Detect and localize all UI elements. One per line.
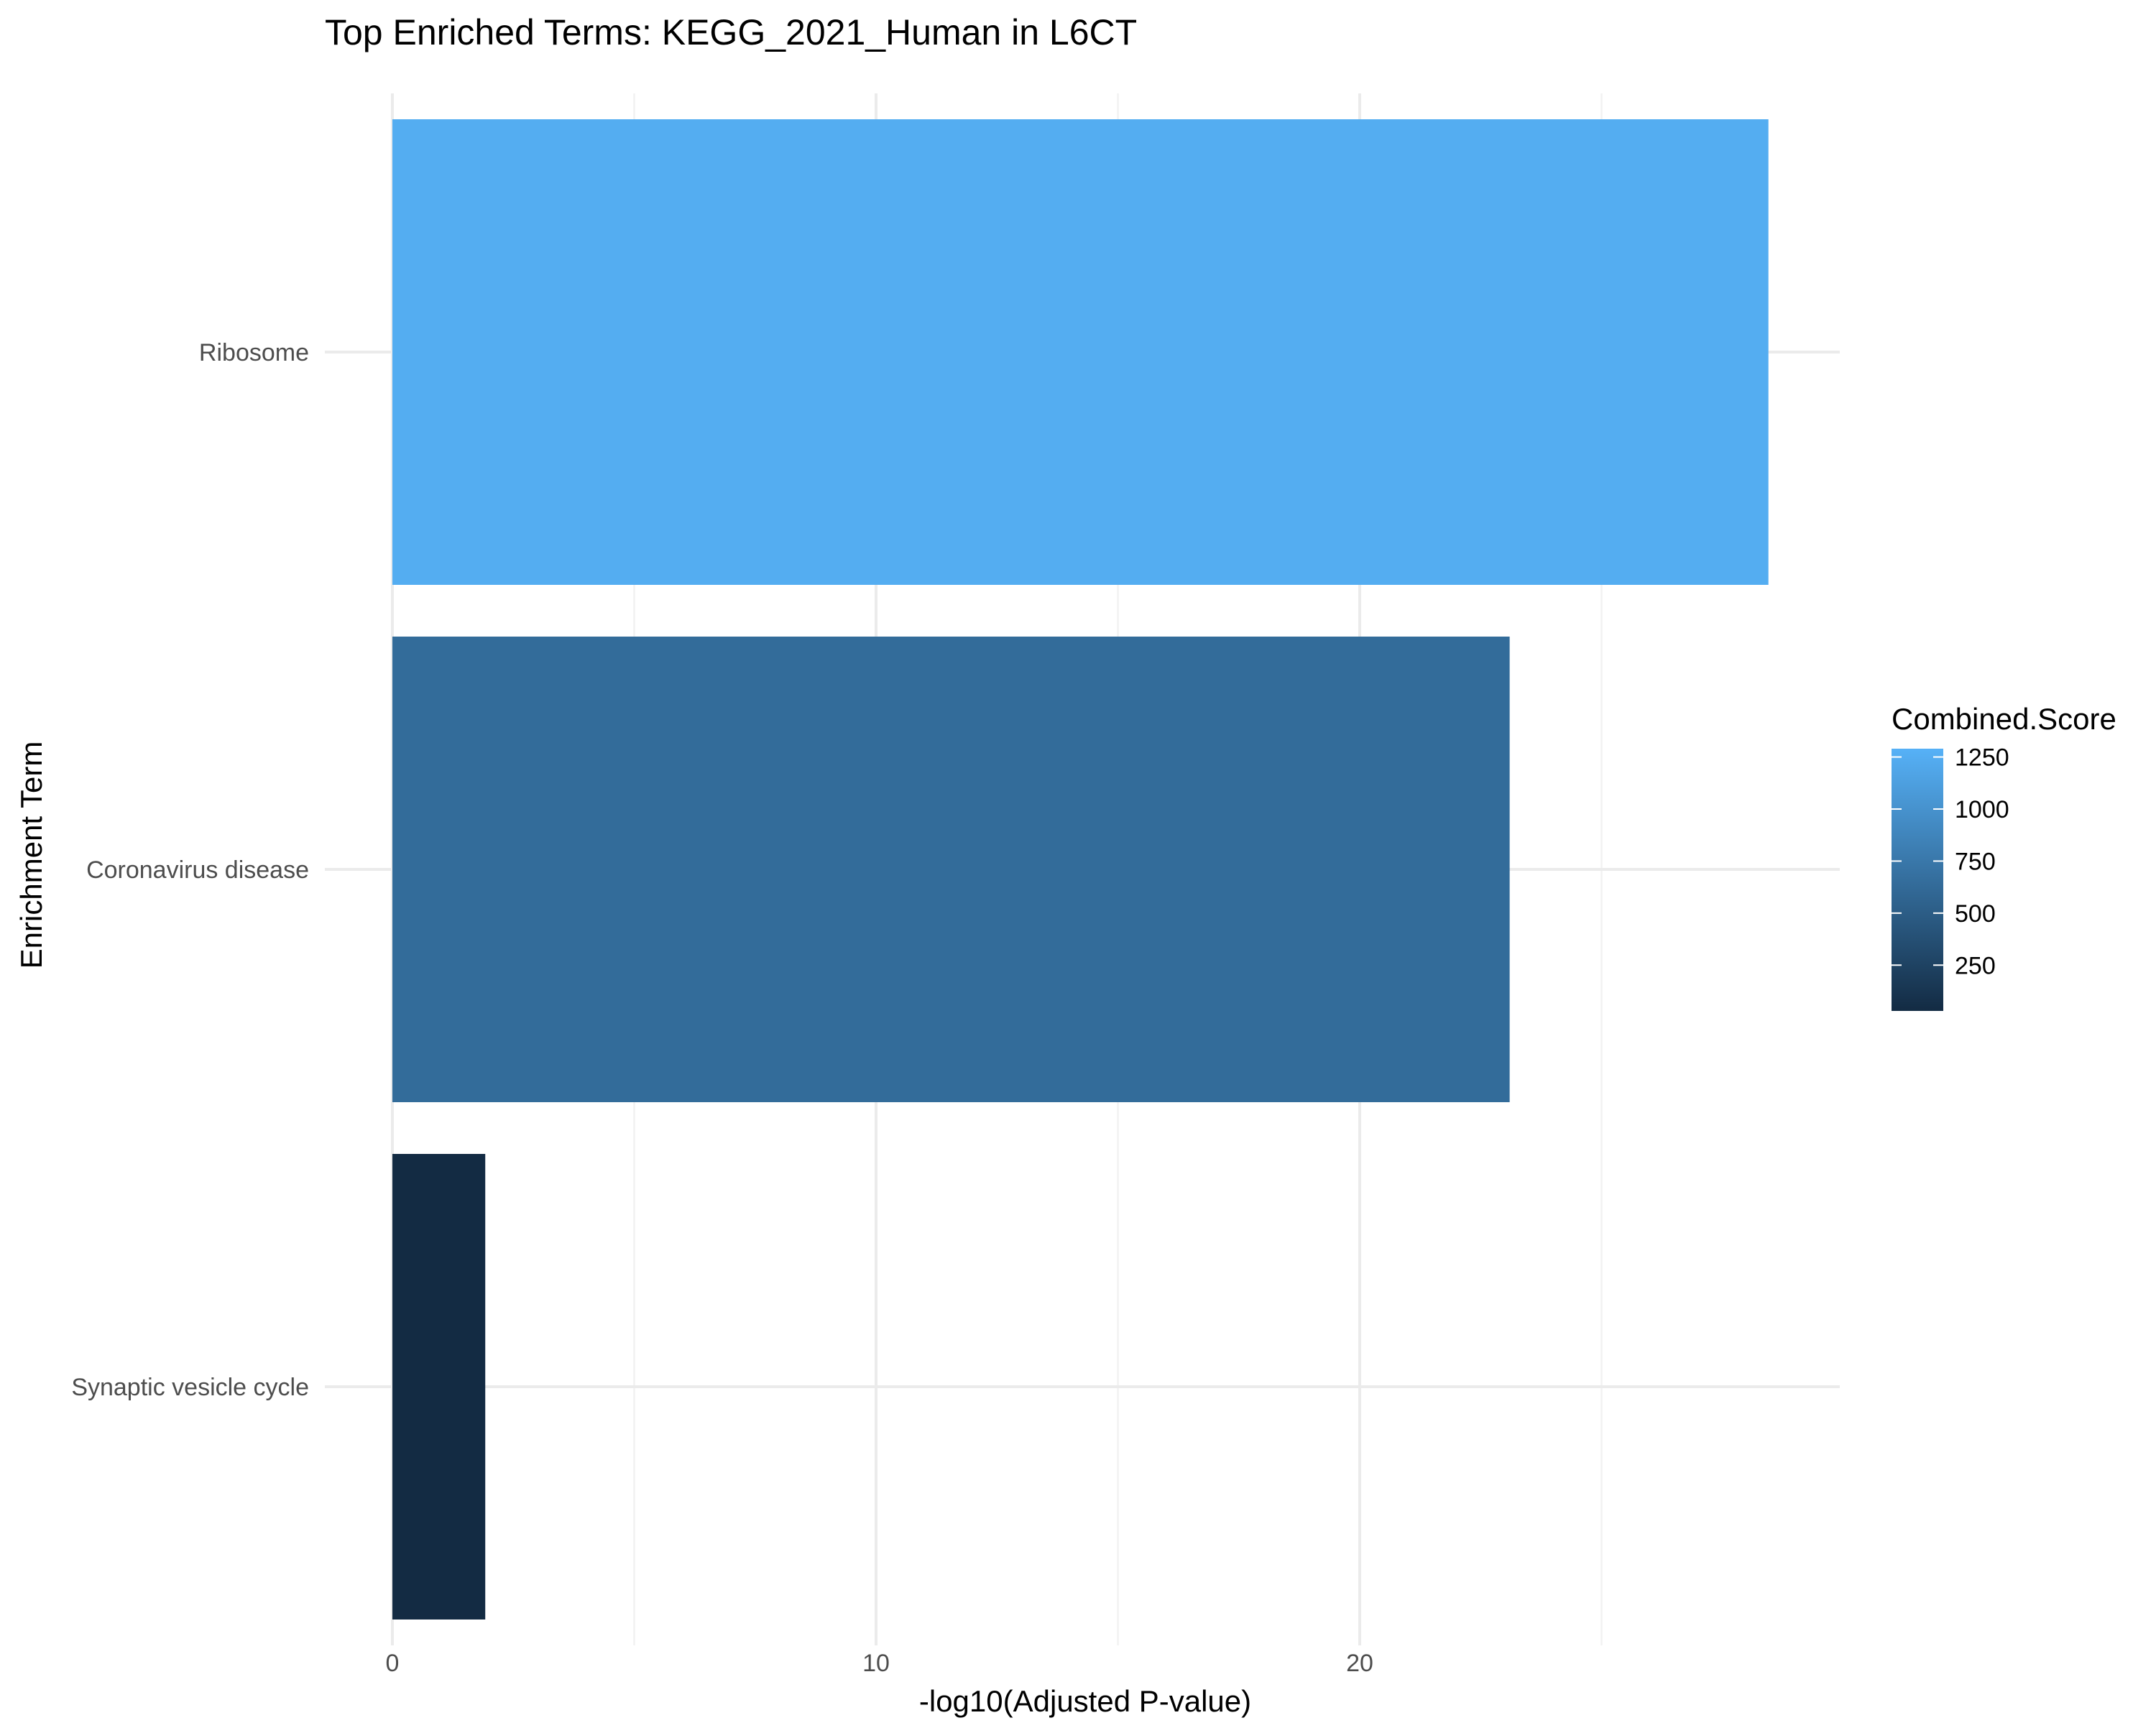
bar-ribosome [392, 119, 1769, 585]
legend-tick-label: 750 [1955, 848, 1996, 875]
chart-title: Top Enriched Terms: KEGG_2021_Human in L… [325, 12, 1137, 52]
y-tick-label: Ribosome [199, 339, 309, 366]
x-tick-label: 10 [862, 1650, 890, 1677]
color-legend: Combined.Score 250 500 750 1000 1250 [1892, 702, 2116, 1011]
bar-layer [392, 119, 1769, 1620]
y-tick-label: Synaptic vesicle cycle [71, 1374, 309, 1401]
y-axis-title: Enrichment Term [14, 741, 48, 969]
x-tick-label: 0 [386, 1650, 400, 1677]
legend-tick-label: 1250 [1955, 744, 2009, 772]
x-tick-label: 20 [1346, 1650, 1373, 1677]
bar-coronavirus-disease [392, 637, 1510, 1102]
y-tick-label: Coronavirus disease [86, 856, 309, 884]
legend-tick-label: 250 [1955, 952, 1996, 979]
label-layer: 0 10 20 Ribosome Coronavirus disease Synaptic… [71, 339, 1373, 1677]
legend-title: Combined.Score [1892, 702, 2116, 736]
bar-synaptic-vesicle-cycle [392, 1154, 486, 1620]
legend-colorbar [1892, 749, 1943, 1011]
legend-tick-label: 500 [1955, 900, 1996, 928]
legend-tick-label: 1000 [1955, 796, 2009, 823]
x-axis-title: -log10(Adjusted P-value) [919, 1684, 1251, 1718]
legend-ticks: 250 500 750 1000 1250 [1892, 744, 2009, 979]
